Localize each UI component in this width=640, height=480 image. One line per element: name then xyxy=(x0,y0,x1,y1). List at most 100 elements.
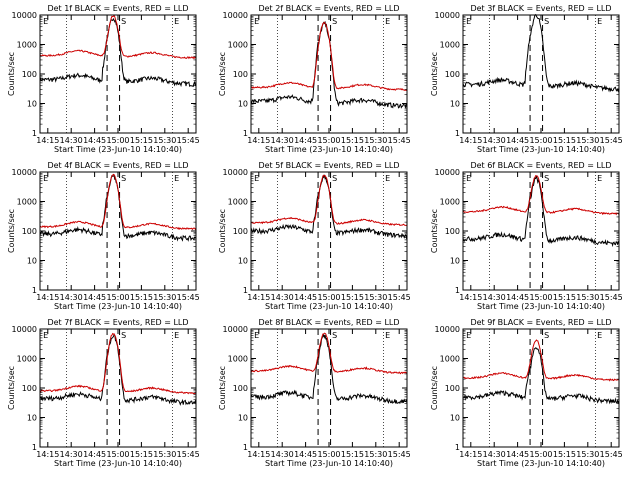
x-tick-label: 15:45 xyxy=(600,136,623,145)
x-tick-label: 15:15 xyxy=(553,293,576,302)
series-lld-line xyxy=(39,332,197,395)
flag-marker: E xyxy=(466,331,471,340)
x-tick-label: 15:15 xyxy=(130,450,153,459)
y-tick-label: 10000 xyxy=(12,168,37,177)
y-axis-label: Counts/sec xyxy=(7,209,16,253)
series-lld-line xyxy=(462,339,619,382)
series-events-line xyxy=(250,333,408,405)
x-tick-label: 14:30 xyxy=(483,136,506,145)
panel-title: Det 3f BLACK = Events, RED = LLD xyxy=(470,4,611,13)
y-tick-label: 1000 xyxy=(17,355,37,364)
x-tick-label: 15:00 xyxy=(529,450,552,459)
x-tick-label: 14:30 xyxy=(271,293,294,302)
series-events-line xyxy=(462,13,620,93)
y-tick-label: 100 xyxy=(233,384,248,393)
y-axis-label: Counts/sec xyxy=(218,209,227,253)
panel-det-1: Det 1f BLACK = Events, RED = LLD E S E 1 10 10… xyxy=(7,4,200,154)
y-tick-label: 10 xyxy=(450,257,460,266)
x-tick-label: 15:15 xyxy=(341,136,364,145)
flag-marker: E xyxy=(43,17,48,26)
x-tick-label: 15:30 xyxy=(364,450,387,459)
x-tick-label: 14:30 xyxy=(271,136,294,145)
flag-marker: E xyxy=(174,174,179,183)
series-lld-line xyxy=(250,332,408,375)
panel-det-4: Det 4f BLACK = Events, RED = LLD E S E 1 10 10… xyxy=(7,161,200,311)
x-tick-label: 14:30 xyxy=(271,450,294,459)
y-tick-label: 10000 xyxy=(435,325,460,334)
y-tick-label: 100 xyxy=(22,227,37,236)
flag-marker: E xyxy=(254,331,259,340)
y-tick-label: 10 xyxy=(238,100,248,109)
y-tick-label: 10000 xyxy=(223,325,248,334)
y-tick-label: 1000 xyxy=(440,355,460,364)
x-tick-label: 15:30 xyxy=(364,136,387,145)
x-axis-label: Start Time (23-Jun-10 14:10:40) xyxy=(54,145,182,154)
series-lld-line xyxy=(39,14,197,60)
flag-marker: S xyxy=(121,17,126,26)
x-tick-label: 14:15 xyxy=(247,293,270,302)
series-events-line xyxy=(39,174,197,242)
y-tick-label: 10 xyxy=(238,257,248,266)
x-tick-label: 14:45 xyxy=(506,136,529,145)
x-tick-label: 15:00 xyxy=(106,136,129,145)
x-tick-label: 15:45 xyxy=(177,136,200,145)
y-tick-label: 10 xyxy=(450,414,460,423)
series-lld-line xyxy=(462,174,620,216)
y-axis-label: Counts/sec xyxy=(430,209,439,253)
x-tick-label: 15:15 xyxy=(341,293,364,302)
x-tick-label: 14:30 xyxy=(483,450,506,459)
flag-marker: E xyxy=(597,17,602,26)
plot-frame xyxy=(462,14,620,134)
flag-marker: E xyxy=(43,174,48,183)
y-tick-label: 1000 xyxy=(17,198,37,207)
y-tick-label: 1000 xyxy=(228,41,248,50)
x-tick-label: 15:15 xyxy=(553,136,576,145)
y-tick-label: 10000 xyxy=(223,11,248,20)
y-axis-label: Counts/sec xyxy=(430,52,439,96)
x-tick-label: 15:45 xyxy=(177,450,200,459)
x-tick-label: 15:45 xyxy=(177,293,200,302)
panel-det-6: Det 6f BLACK = Events, RED = LLD E S E 1 10 10… xyxy=(430,161,623,311)
y-tick-label: 10 xyxy=(238,414,248,423)
series-events-line xyxy=(462,175,620,248)
y-tick-label: 10000 xyxy=(223,168,248,177)
y-tick-label: 100 xyxy=(233,70,248,79)
y-tick-label: 1000 xyxy=(440,41,460,50)
x-tick-label: 15:30 xyxy=(153,136,176,145)
x-axis-label: Start Time (23-Jun-10 14:10:40) xyxy=(477,459,605,468)
x-tick-label: 14:15 xyxy=(459,293,482,302)
flag-marker: E xyxy=(597,174,602,183)
y-tick-label: 1 xyxy=(243,286,248,295)
y-tick-label: 10 xyxy=(27,414,37,423)
x-tick-label: 15:45 xyxy=(388,136,411,145)
x-tick-label: 14:45 xyxy=(506,293,529,302)
panel-title: Det 2f BLACK = Events, RED = LLD xyxy=(258,4,399,13)
x-tick-label: 15:15 xyxy=(341,450,364,459)
x-axis-label: Start Time (23-Jun-10 14:10:40) xyxy=(477,145,605,154)
y-tick-label: 1 xyxy=(243,443,248,452)
x-tick-label: 15:00 xyxy=(106,450,129,459)
panel-det-2: Det 2f BLACK = Events, RED = LLD E S E 1 10 10… xyxy=(218,4,411,154)
y-tick-label: 1 xyxy=(455,443,460,452)
x-tick-label: 15:30 xyxy=(576,136,599,145)
panel-title: Det 8f BLACK = Events, RED = LLD xyxy=(258,318,399,327)
flag-marker: S xyxy=(332,17,337,26)
x-tick-label: 15:45 xyxy=(388,450,411,459)
y-tick-label: 1 xyxy=(32,443,37,452)
series-lld-line xyxy=(250,174,407,226)
y-tick-label: 10000 xyxy=(435,168,460,177)
x-tick-label: 15:00 xyxy=(529,293,552,302)
y-tick-label: 1 xyxy=(243,129,248,138)
x-tick-label: 15:15 xyxy=(130,293,153,302)
flag-marker: E xyxy=(254,17,259,26)
flag-marker: E xyxy=(597,331,602,340)
panel-title: Det 5f BLACK = Events, RED = LLD xyxy=(258,161,399,170)
flag-marker: S xyxy=(544,331,549,340)
series-events-line xyxy=(39,17,197,88)
panel-title: Det 6f BLACK = Events, RED = LLD xyxy=(470,161,611,170)
x-tick-label: 14:15 xyxy=(36,450,59,459)
panel-det-9: Det 9f BLACK = Events, RED = LLD E S E 1 10 10… xyxy=(430,318,623,468)
flag-marker: S xyxy=(332,331,337,340)
x-tick-label: 14:15 xyxy=(247,136,270,145)
x-tick-label: 14:15 xyxy=(36,136,59,145)
